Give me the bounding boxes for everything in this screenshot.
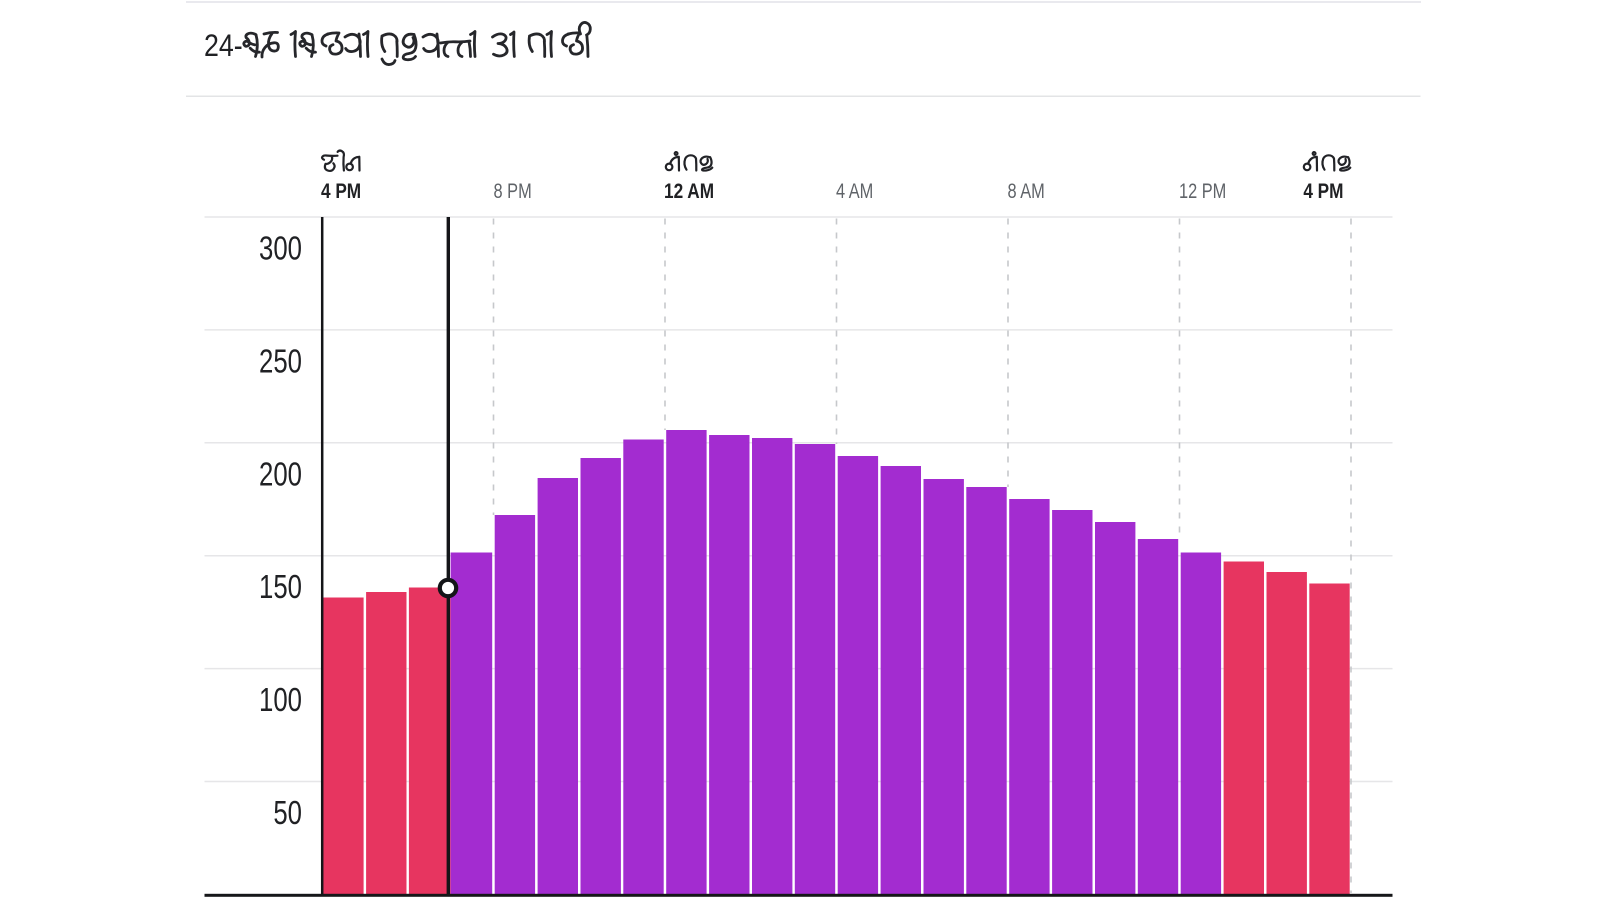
- svg-text:12 AM: 12 AM: [664, 181, 714, 204]
- svg-text:4 PM: 4 PM: [321, 181, 361, 204]
- svg-text:300: 300: [259, 231, 302, 268]
- svg-text:8 PM: 8 PM: [493, 179, 531, 202]
- svg-text:250: 250: [259, 343, 302, 380]
- svg-text:24-: 24-: [204, 29, 243, 63]
- svg-text:150: 150: [259, 569, 302, 606]
- svg-text:4 AM: 4 AM: [836, 179, 873, 202]
- svg-text:12 PM: 12 PM: [1179, 179, 1226, 202]
- svg-text:200: 200: [259, 456, 302, 493]
- svg-text:50: 50: [273, 795, 302, 832]
- svg-text:100: 100: [259, 682, 302, 719]
- svg-text:4 PM: 4 PM: [1303, 181, 1343, 204]
- svg-text:8 AM: 8 AM: [1008, 179, 1045, 202]
